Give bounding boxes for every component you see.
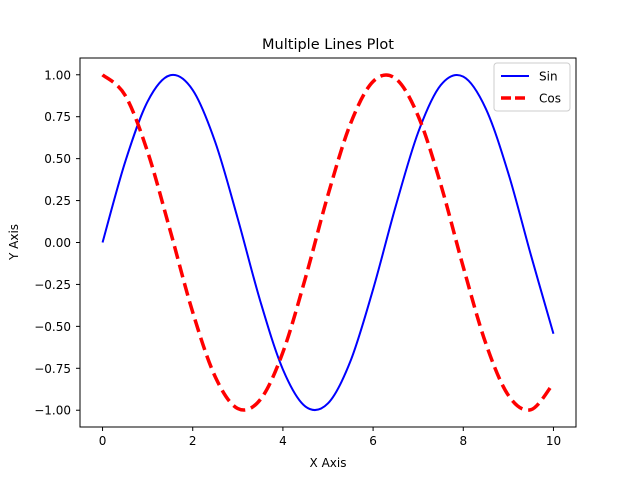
y-tick-label: 0.50 bbox=[44, 152, 71, 166]
y-tick-label: −1.00 bbox=[34, 404, 71, 418]
series-line-sin bbox=[101, 73, 555, 412]
y-tick-label: −0.25 bbox=[34, 278, 71, 292]
y-tick-label: −0.50 bbox=[34, 320, 71, 334]
x-tick-label: 0 bbox=[99, 434, 107, 448]
y-tick-label: −0.75 bbox=[34, 362, 71, 376]
ticks-layer: 0 2 4 6 8 10 −1.00 −0.75 −0.50 −0.25 0.00 0.25 0.50 0… bbox=[34, 68, 561, 448]
x-tick-label: 6 bbox=[369, 434, 377, 448]
series-layer bbox=[101, 73, 555, 412]
y-tick-label: 1.00 bbox=[44, 68, 71, 82]
legend-label-sin: Sin bbox=[539, 70, 558, 84]
y-tick-label: 0.25 bbox=[44, 194, 71, 208]
series-line-cos bbox=[101, 73, 555, 412]
y-axis-label: Y Axis bbox=[7, 224, 21, 261]
x-tick-label: 8 bbox=[459, 434, 467, 448]
legend-label-cos: Cos bbox=[539, 92, 561, 106]
chart-title: Multiple Lines Plot bbox=[262, 37, 394, 53]
legend: Sin Cos bbox=[493, 62, 571, 112]
x-axis-label: X Axis bbox=[310, 456, 347, 470]
x-tick-label: 2 bbox=[189, 434, 197, 448]
y-tick-label: 0.75 bbox=[44, 110, 71, 124]
x-tick-label: 4 bbox=[279, 434, 287, 448]
x-tick-label: 10 bbox=[546, 434, 561, 448]
y-tick-label: 0.00 bbox=[44, 236, 71, 250]
